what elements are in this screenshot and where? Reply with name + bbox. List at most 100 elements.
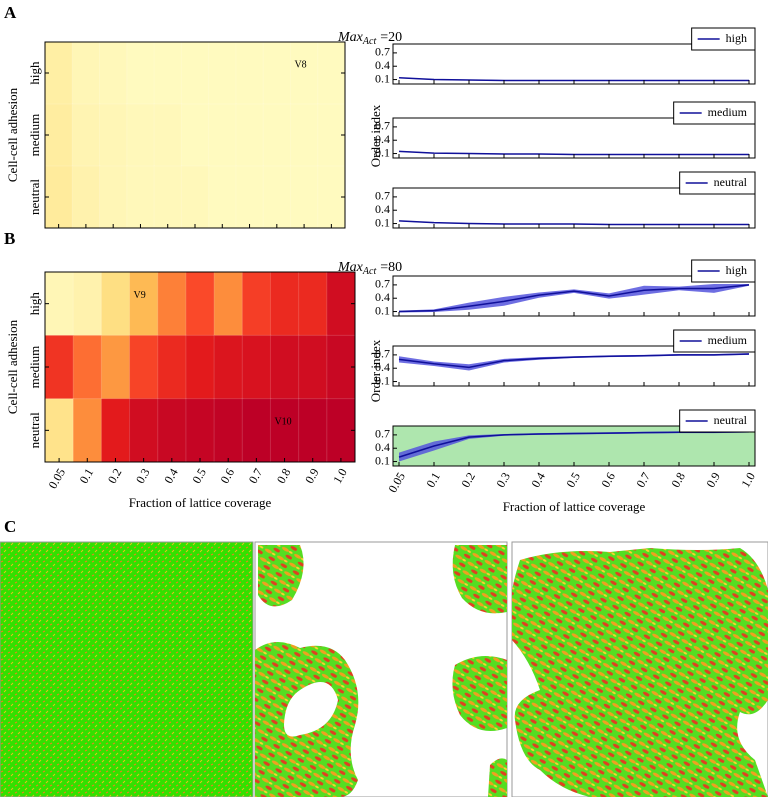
x-tick-label: 0.05 (45, 466, 68, 491)
heatmap-cell (326, 271, 356, 337)
heatmap-cell (262, 41, 292, 105)
legend-label: medium (708, 333, 748, 347)
heatmap-cell (289, 165, 319, 229)
heatmap-cell (213, 334, 244, 400)
legend-label: neutral (714, 413, 748, 427)
x-tick-label: 0.6 (218, 466, 238, 486)
y-tick-label: 0.7 (375, 45, 390, 59)
heatmap-cell (71, 165, 101, 229)
panel-label: B (4, 229, 15, 248)
heatmap-cell (208, 41, 237, 105)
x-tick-label: 0.3 (133, 466, 153, 486)
panel-title: MaxAct =80 (337, 260, 402, 277)
error-band (399, 284, 749, 313)
heatmap-cell (44, 41, 74, 105)
row-label: medium (27, 114, 42, 157)
heatmap-cell (262, 165, 292, 229)
heatmap-cell (208, 103, 237, 167)
heatmap-cell (72, 334, 103, 400)
heatmap-cell (100, 271, 131, 337)
heatmap-cell (72, 398, 103, 463)
x-tick-label: 1.0 (738, 470, 758, 490)
heatmap-cell (262, 103, 292, 167)
simulation-images (0, 541, 768, 797)
heatmap-cell (157, 334, 187, 400)
heatmap-cell (317, 41, 346, 105)
heatmap-cell (298, 334, 328, 400)
y-tick-label: 0.4 (375, 58, 390, 72)
panel-label: C (4, 517, 16, 536)
heatmap-cell (129, 271, 159, 337)
legend-box (673, 329, 756, 353)
x-tick-label: 0.9 (703, 470, 723, 490)
heatmap-cell (208, 165, 237, 229)
heatmap-cell (99, 41, 128, 105)
y-tick-label: 0.1 (375, 145, 390, 159)
heatmap-cell (235, 103, 265, 167)
x-tick-label: 0.7 (246, 466, 266, 486)
error-band (399, 353, 749, 371)
x-tick-label: 0.8 (668, 470, 688, 490)
y-axis-label: Order index (368, 339, 383, 402)
title-sub: Act (362, 36, 377, 47)
heatmap-cell (289, 103, 319, 167)
heatmap-cell (72, 271, 103, 337)
title-main: Max (337, 30, 364, 45)
heatmap-cell (317, 165, 346, 229)
y-tick-label: 0.1 (375, 215, 390, 229)
y-tick-label: 0.1 (375, 303, 390, 317)
y-axis-label: Cell-cell adhesion (5, 319, 20, 414)
heatmap-cell (126, 165, 156, 229)
x-tick-label: 0.1 (423, 470, 443, 490)
heatmap-cell (298, 271, 328, 337)
heatmap-cell (44, 334, 75, 400)
row-label: medium (27, 346, 42, 389)
x-axis-label: Fraction of lattice coverage (503, 499, 646, 514)
legend-box (679, 409, 756, 433)
row-label: neutral (27, 412, 42, 448)
y-tick-label: 0.7 (375, 189, 390, 203)
row-label: neutral (27, 179, 42, 215)
heatmap-cell (180, 165, 210, 229)
cell-clusters (255, 545, 507, 797)
subplot-background (392, 43, 756, 85)
heatmap-cell (185, 334, 216, 400)
heatmap-cell (269, 398, 300, 463)
heatmap-cell (44, 398, 75, 463)
x-tick-label: 0.9 (302, 466, 322, 486)
heatmap-cell (180, 103, 210, 167)
x-tick-label: 0.2 (105, 466, 125, 486)
panel-title: MaxAct =20 (337, 30, 402, 47)
y-tick-label: 0.4 (375, 202, 390, 216)
heatmap-cell (269, 334, 300, 400)
heatmap-cell (185, 398, 216, 463)
y-tick-label: 0.4 (375, 360, 390, 374)
heatmap-cell (99, 103, 128, 167)
heatmap-cell (213, 271, 244, 337)
x-tick-label: 0.5 (189, 466, 209, 486)
heatmap-cell (241, 398, 272, 463)
title-main: Max (337, 260, 364, 275)
legend-label: high (726, 31, 747, 45)
heatmap-cell (44, 165, 74, 229)
x-tick-label: 1.0 (330, 466, 350, 486)
y-tick-label: 0.1 (375, 71, 390, 85)
heatmap-cell (100, 398, 131, 463)
title-sub: Act (362, 266, 377, 277)
heatmap-cell (44, 271, 75, 337)
title-suffix: =80 (380, 260, 402, 275)
cell-annotation: V9 (134, 290, 146, 301)
heatmap-cell (126, 41, 156, 105)
legend-box (679, 171, 756, 195)
legend-label: high (726, 263, 747, 277)
legend-box (691, 259, 756, 283)
x-tick-label: 0.1 (77, 466, 97, 486)
heatmap-cell (180, 41, 210, 105)
y-tick-label: 0.7 (375, 427, 390, 441)
legend-box (691, 27, 756, 51)
legend-label: neutral (714, 175, 748, 189)
x-tick-label: 0.3 (493, 470, 513, 490)
row-label: high (27, 61, 42, 85)
x-axis-label: Fraction of lattice coverage (129, 495, 272, 510)
